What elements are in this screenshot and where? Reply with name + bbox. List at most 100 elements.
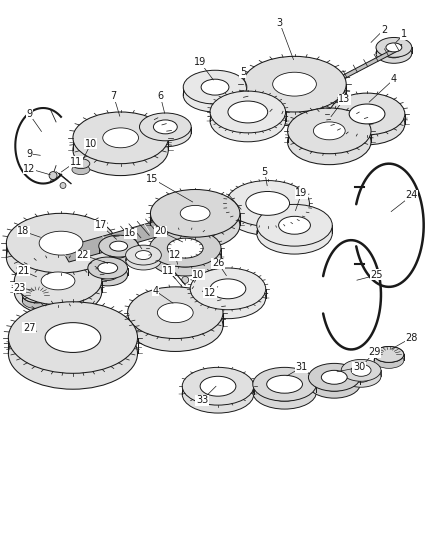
Text: 9: 9	[26, 149, 32, 159]
Text: 11: 11	[70, 157, 82, 167]
Polygon shape	[61, 189, 278, 262]
Ellipse shape	[246, 200, 290, 224]
Ellipse shape	[135, 255, 152, 264]
Ellipse shape	[22, 287, 52, 303]
Text: 19: 19	[194, 58, 206, 67]
Ellipse shape	[374, 352, 404, 368]
Ellipse shape	[308, 370, 360, 398]
Ellipse shape	[150, 201, 240, 249]
Text: 21: 21	[17, 266, 29, 276]
Ellipse shape	[329, 103, 405, 145]
Ellipse shape	[386, 43, 402, 52]
Text: 31: 31	[295, 362, 307, 373]
Ellipse shape	[73, 124, 168, 175]
Ellipse shape	[8, 302, 138, 373]
Ellipse shape	[14, 257, 102, 305]
Ellipse shape	[243, 56, 346, 112]
Text: 20: 20	[154, 226, 166, 236]
Text: 28: 28	[406, 333, 418, 343]
Ellipse shape	[228, 110, 268, 132]
Ellipse shape	[246, 191, 290, 215]
Ellipse shape	[88, 264, 127, 286]
Ellipse shape	[140, 119, 191, 147]
Text: 11: 11	[162, 266, 174, 276]
Text: 1: 1	[401, 29, 407, 39]
Ellipse shape	[228, 101, 268, 123]
Ellipse shape	[8, 318, 138, 389]
Ellipse shape	[72, 159, 90, 168]
Ellipse shape	[7, 227, 116, 287]
Ellipse shape	[41, 272, 75, 290]
Circle shape	[60, 182, 66, 189]
Ellipse shape	[308, 377, 360, 391]
Ellipse shape	[386, 49, 402, 58]
Text: 10: 10	[192, 270, 204, 280]
Ellipse shape	[288, 108, 371, 154]
Ellipse shape	[157, 303, 193, 322]
Text: 17: 17	[95, 220, 107, 230]
Ellipse shape	[257, 204, 332, 246]
Text: 9: 9	[26, 109, 32, 119]
Text: 18: 18	[17, 226, 29, 236]
Ellipse shape	[341, 365, 381, 387]
Ellipse shape	[182, 375, 254, 413]
Text: 15: 15	[146, 174, 159, 183]
Ellipse shape	[98, 263, 118, 273]
Ellipse shape	[190, 277, 266, 319]
Text: 19: 19	[295, 189, 307, 198]
Ellipse shape	[110, 241, 127, 251]
Ellipse shape	[279, 224, 311, 242]
Ellipse shape	[374, 346, 404, 362]
Circle shape	[49, 172, 57, 180]
Ellipse shape	[308, 364, 360, 391]
Polygon shape	[285, 44, 402, 110]
Ellipse shape	[243, 70, 346, 126]
Text: 24: 24	[406, 190, 418, 200]
Ellipse shape	[267, 383, 303, 401]
Ellipse shape	[257, 212, 332, 254]
Ellipse shape	[200, 376, 236, 396]
Ellipse shape	[279, 216, 311, 234]
Ellipse shape	[351, 365, 371, 376]
Ellipse shape	[167, 238, 203, 258]
Text: 6: 6	[157, 91, 163, 101]
Ellipse shape	[210, 91, 286, 133]
Ellipse shape	[150, 190, 240, 237]
Ellipse shape	[376, 43, 412, 63]
Ellipse shape	[72, 165, 90, 175]
Ellipse shape	[253, 367, 316, 401]
Ellipse shape	[190, 268, 266, 310]
Text: 3: 3	[276, 18, 283, 28]
Circle shape	[182, 277, 189, 284]
Ellipse shape	[110, 248, 127, 258]
Ellipse shape	[226, 190, 309, 235]
Ellipse shape	[45, 338, 101, 368]
Circle shape	[192, 286, 198, 293]
Ellipse shape	[351, 370, 371, 382]
Text: 12: 12	[23, 164, 35, 174]
Text: 22: 22	[77, 250, 89, 260]
Ellipse shape	[349, 104, 385, 124]
Ellipse shape	[127, 300, 223, 351]
Ellipse shape	[149, 229, 221, 267]
Ellipse shape	[288, 119, 371, 165]
Ellipse shape	[210, 279, 246, 299]
Ellipse shape	[88, 257, 127, 279]
Ellipse shape	[273, 72, 316, 96]
Ellipse shape	[253, 375, 316, 409]
Text: 7: 7	[110, 91, 117, 101]
Text: 29: 29	[368, 348, 380, 358]
Ellipse shape	[201, 87, 229, 103]
Circle shape	[201, 296, 208, 303]
Ellipse shape	[45, 322, 101, 352]
Ellipse shape	[98, 270, 118, 280]
Text: 12: 12	[169, 250, 181, 260]
Text: 30: 30	[353, 362, 365, 373]
Ellipse shape	[99, 242, 138, 264]
Ellipse shape	[22, 293, 52, 309]
Ellipse shape	[127, 287, 223, 338]
Text: 16: 16	[124, 228, 137, 238]
Text: 2: 2	[381, 25, 387, 35]
Ellipse shape	[149, 238, 221, 276]
Ellipse shape	[210, 100, 286, 142]
